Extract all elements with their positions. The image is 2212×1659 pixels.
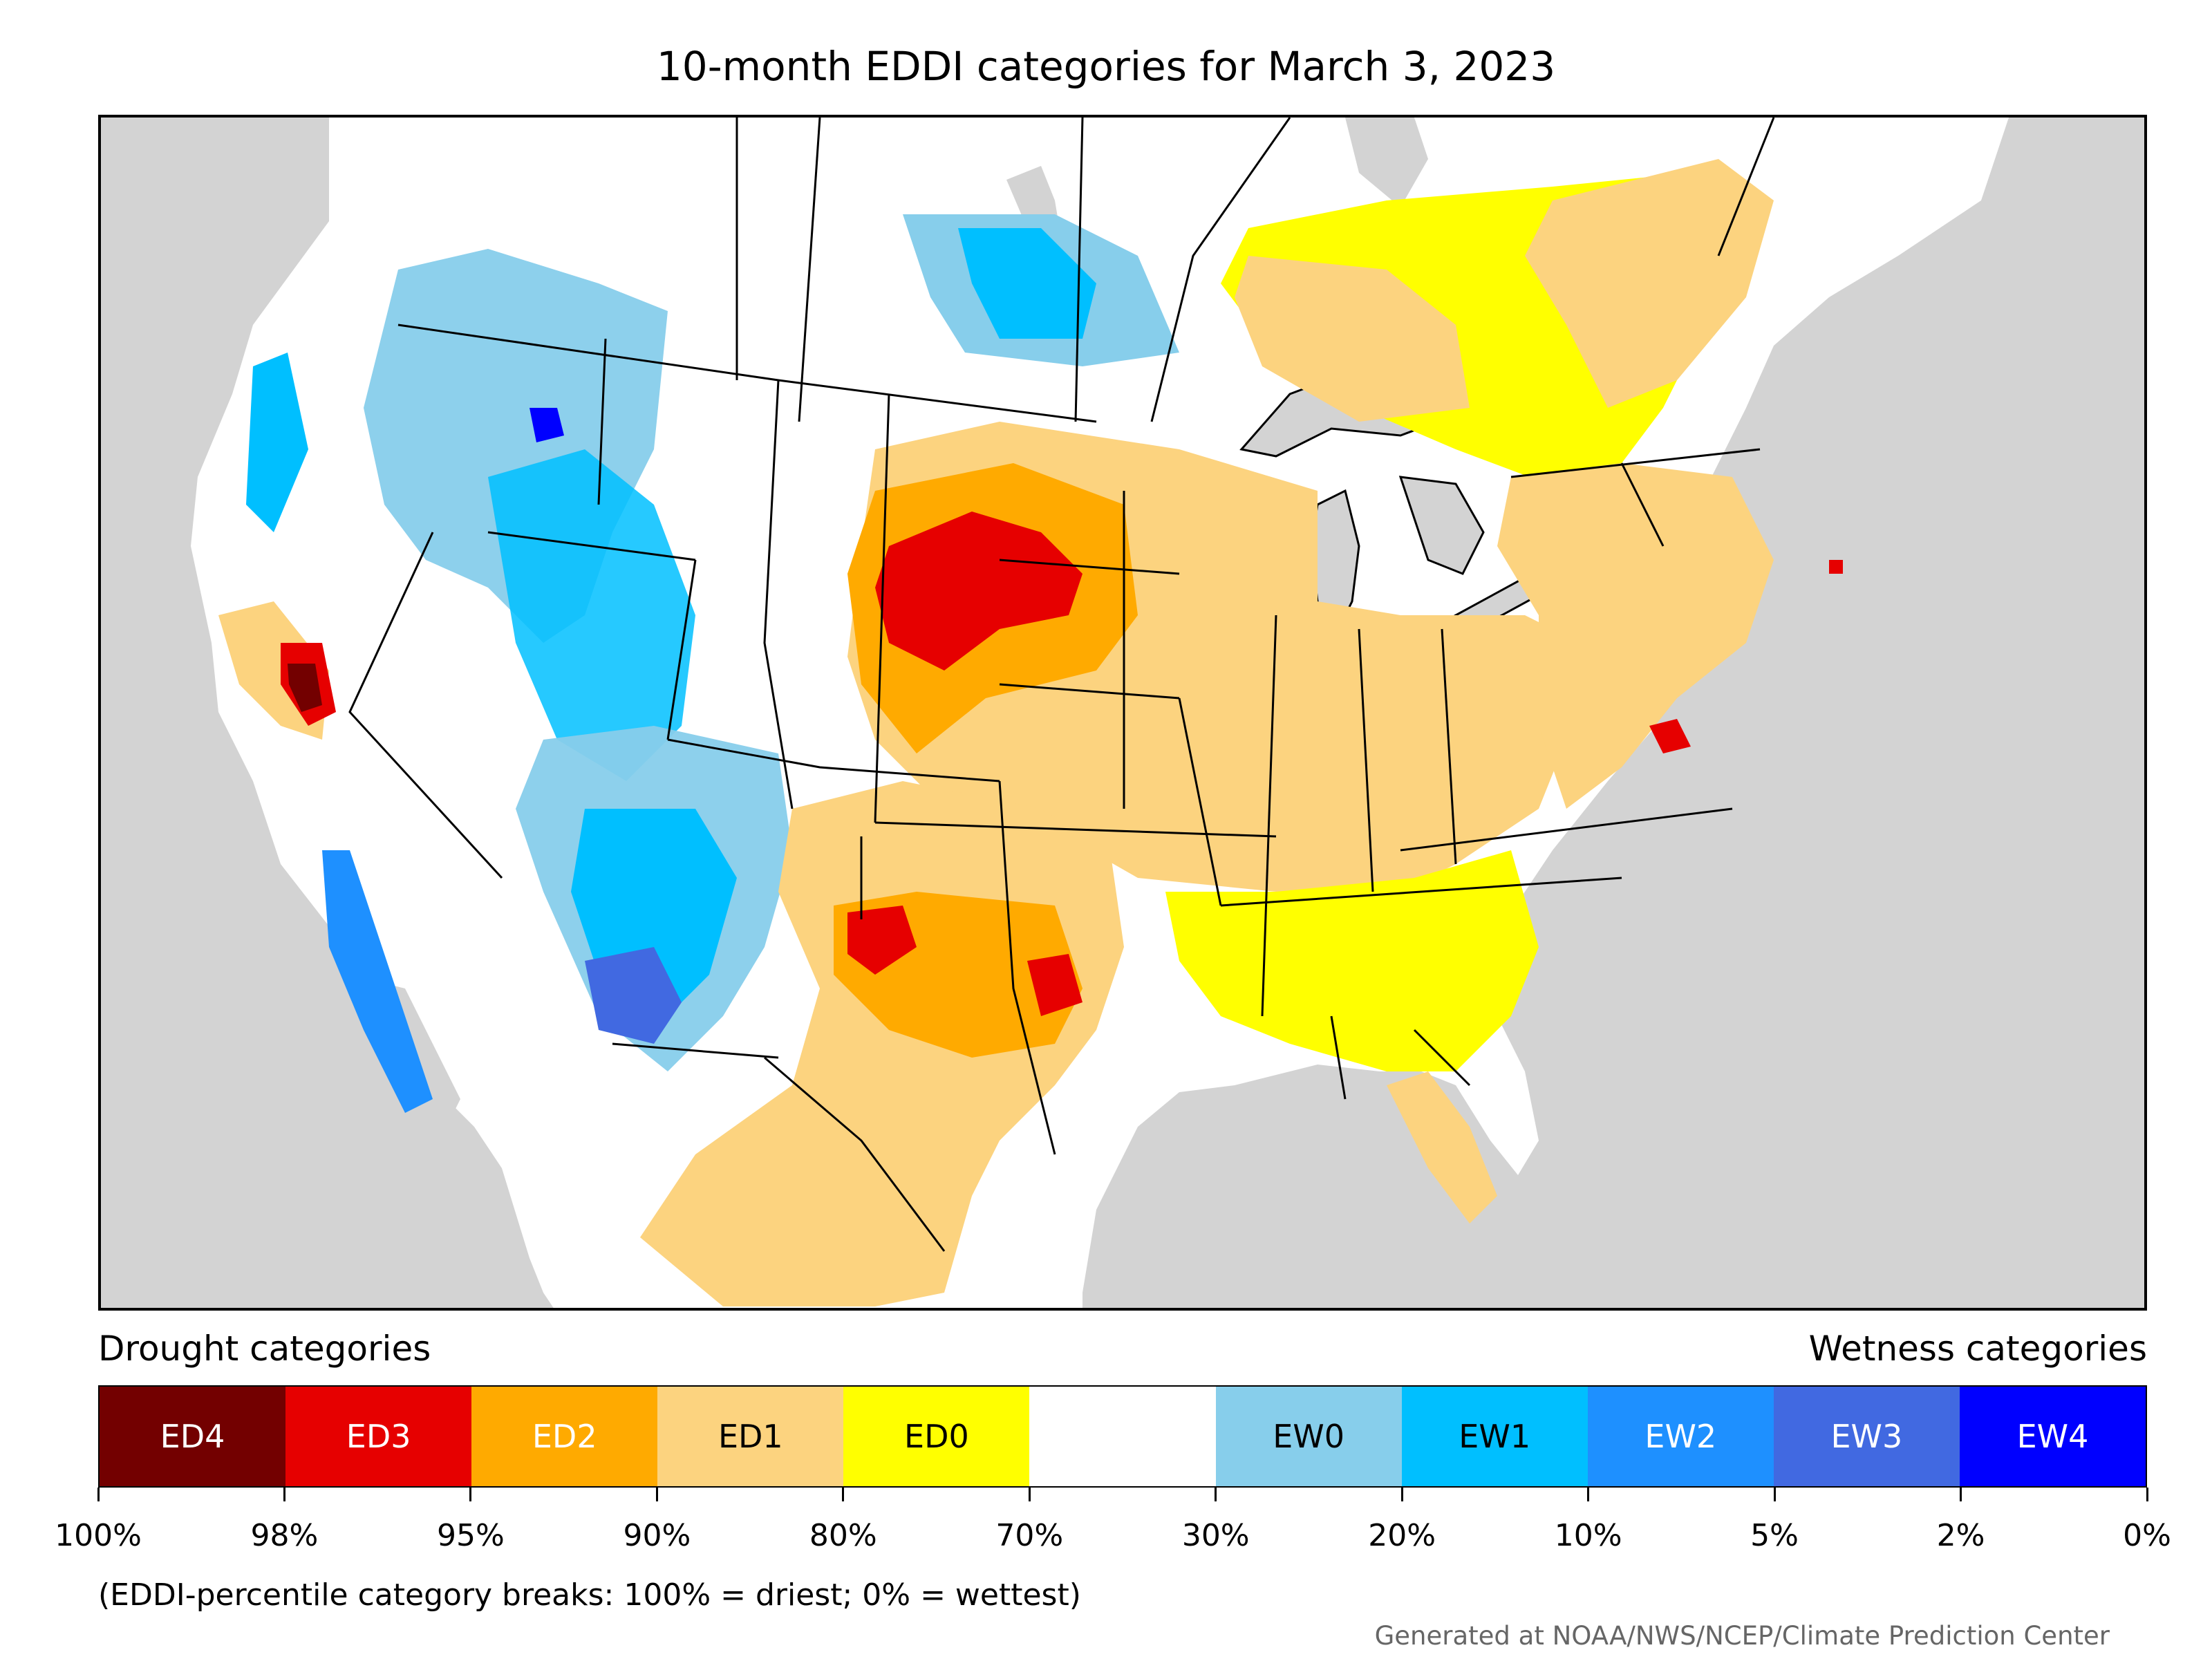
category-colorbar: ED4 ED3 ED2 ED1 ED0 EW0 EW1 EW2 EW3 EW4	[98, 1385, 2147, 1488]
colorbar-tick-label: 90%	[623, 1518, 691, 1553]
wet-region-baja	[322, 850, 433, 1113]
colorbar-segment-ew1: EW1	[1401, 1387, 1588, 1486]
dry-region-ed3-texas-east	[1027, 954, 1082, 1016]
wet-region-sonora	[585, 947, 682, 1044]
colorbar-segment-ew3: EW3	[1773, 1387, 1960, 1486]
colorbar-tick	[1587, 1488, 1590, 1501]
colorbar-tick-label: 98%	[250, 1518, 319, 1553]
wetness-categories-label: Wetness categories	[1808, 1329, 2147, 1369]
colorbar-tick	[2146, 1488, 2148, 1501]
colorbar-tick-label: 10%	[1554, 1518, 1622, 1553]
colorbar-tick-label: 100%	[55, 1518, 142, 1553]
colorbar-tick	[842, 1488, 845, 1501]
colorbar-tick-label: 80%	[809, 1518, 877, 1553]
wet-region-pacific-coast	[246, 353, 308, 532]
colorbar-segment-ed2: ED2	[471, 1387, 658, 1486]
map-panel	[98, 115, 2147, 1311]
colorbar-tick	[655, 1488, 658, 1501]
state-boundaries	[348, 118, 1775, 1252]
eddi-map	[101, 118, 2144, 1308]
colorbar-segment-ed3: ED3	[285, 1387, 472, 1486]
colorbar-segment-ew2: EW2	[1587, 1387, 1774, 1486]
colorbar-ticks	[97, 1488, 2148, 1515]
colorbar-segment-ew4: EW4	[1959, 1387, 2146, 1486]
dry-region-ed3-virginia	[1649, 719, 1691, 753]
lake-huron	[1398, 476, 1485, 575]
credit-text: Generated at NOAA/NWS/NCEP/Climate Predi…	[1374, 1621, 2110, 1651]
colorbar-tick	[1400, 1488, 1403, 1501]
colorbar-segment-ed0: ED0	[843, 1387, 1030, 1486]
colorbar-tick	[1773, 1488, 1776, 1501]
wet-region-great-basin	[488, 449, 695, 781]
dry-region-ed3-new-england	[1829, 560, 1843, 574]
colorbar-tick-label: 2%	[1936, 1518, 1985, 1553]
colorbar-segment-ew0: EW0	[1215, 1387, 1402, 1486]
colorbar-tick	[1215, 1488, 1217, 1501]
colorbar-tick	[1028, 1488, 1031, 1501]
percentile-note: (EDDI-percentile category breaks: 100% =…	[98, 1577, 1081, 1613]
colorbar-tick	[283, 1488, 285, 1501]
colorbar-tick-label: 0%	[2123, 1518, 2171, 1553]
dry-region-ed3-nebraska	[875, 512, 1082, 671]
dry-region-ed1-florida	[1387, 1071, 1497, 1224]
colorbar-tick-label: 5%	[1750, 1518, 1799, 1553]
colorbar-tick-label: 70%	[995, 1518, 1064, 1553]
colorbar-tick	[1960, 1488, 1962, 1501]
colorbar-tick-label: 20%	[1368, 1518, 1436, 1553]
dry-region-ed3-texas	[847, 906, 917, 975]
wet-region-manitoba-core	[958, 228, 1096, 339]
hudson-bay	[1345, 118, 1428, 207]
map-title: 10-month EDDI categories for March 3, 20…	[656, 43, 1556, 90]
colorbar-tick-label: 95%	[437, 1518, 505, 1553]
dry-region-ed1-mideast	[1497, 463, 1774, 809]
colorbar-segment-ed4: ED4	[100, 1387, 286, 1486]
colorbar-segment-normal	[1029, 1387, 1216, 1486]
colorbar-tick	[97, 1488, 100, 1501]
dry-region-ed1-ontario	[1235, 256, 1470, 422]
dry-region-ed1-quebec	[1525, 159, 1774, 408]
colorbar-tick	[469, 1488, 472, 1501]
wet-region-idaho	[529, 408, 564, 442]
drought-categories-label: Drought categories	[98, 1329, 431, 1369]
dry-region-ed4-california	[288, 664, 322, 712]
colorbar-tick-label: 30%	[1181, 1518, 1250, 1553]
colorbar-segment-ed1: ED1	[657, 1387, 844, 1486]
dry-region-ed0-southeast	[1165, 850, 1539, 1071]
